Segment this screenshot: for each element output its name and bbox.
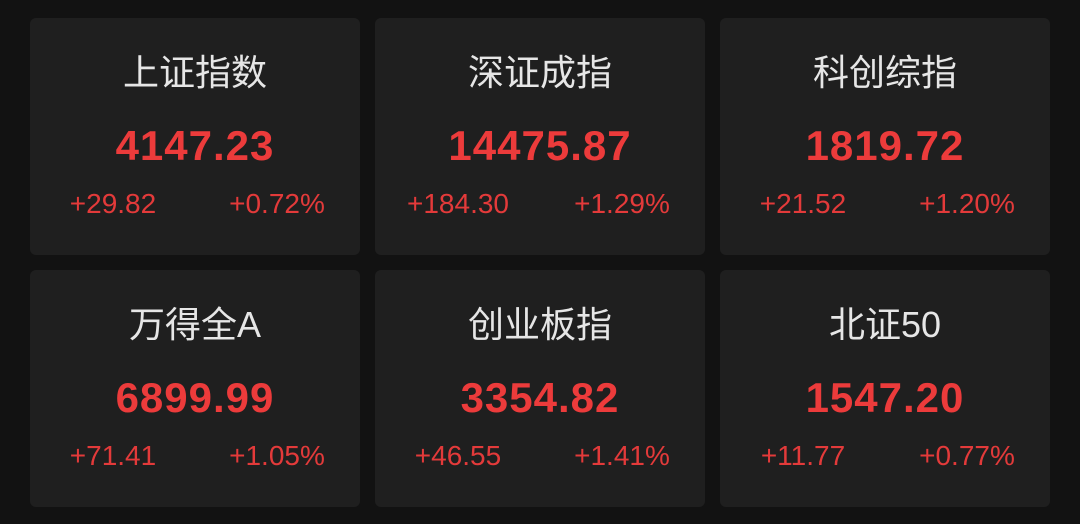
index-change: +21.52: [759, 188, 847, 219]
index-grid: 上证指数 4147.23 +29.82 +0.72% 深证成指 14475.87…: [30, 18, 1050, 507]
index-change: +29.82: [69, 188, 157, 219]
index-value: 14475.87: [448, 122, 632, 169]
index-change: +11.77: [760, 440, 846, 471]
index-name: 深证成指: [467, 52, 612, 93]
index-value: 1547.20: [805, 374, 965, 421]
index-name: 北证50: [828, 304, 942, 345]
index-card-shanghai[interactable]: 上证指数 4147.23 +29.82 +0.72%: [30, 18, 360, 255]
index-change: +71.41: [69, 440, 157, 471]
index-value: 1819.72: [805, 122, 965, 169]
index-change: +46.55: [414, 440, 502, 471]
index-change: +184.30: [407, 188, 509, 219]
index-name: 科创综指: [812, 52, 957, 93]
index-value: 4147.23: [115, 122, 275, 169]
index-card-shenzhen[interactable]: 深证成指 14475.87 +184.30 +1.29%: [375, 18, 705, 255]
index-name: 上证指数: [122, 52, 267, 93]
index-change-pct: +1.05%: [229, 440, 325, 471]
index-card-star-composite[interactable]: 科创综指 1819.72 +21.52 +1.20%: [720, 18, 1050, 255]
index-change-pct: +1.41%: [574, 440, 670, 471]
index-name: 万得全A: [128, 304, 261, 345]
index-value: 6899.99: [115, 374, 275, 421]
index-name: 创业板指: [467, 304, 612, 345]
index-card-wind-all-a[interactable]: 万得全A 6899.99 +71.41 +1.05%: [30, 270, 360, 507]
index-card-bse50[interactable]: 北证50 1547.20 +11.77 +0.77%: [720, 270, 1050, 507]
index-change-pct: +1.20%: [919, 188, 1015, 219]
index-change-pct: +0.77%: [919, 440, 1015, 471]
index-value: 3354.82: [460, 374, 620, 421]
index-change-pct: +1.29%: [574, 188, 670, 219]
index-card-chinext[interactable]: 创业板指 3354.82 +46.55 +1.41%: [375, 270, 705, 507]
index-change-pct: +0.72%: [229, 188, 325, 219]
